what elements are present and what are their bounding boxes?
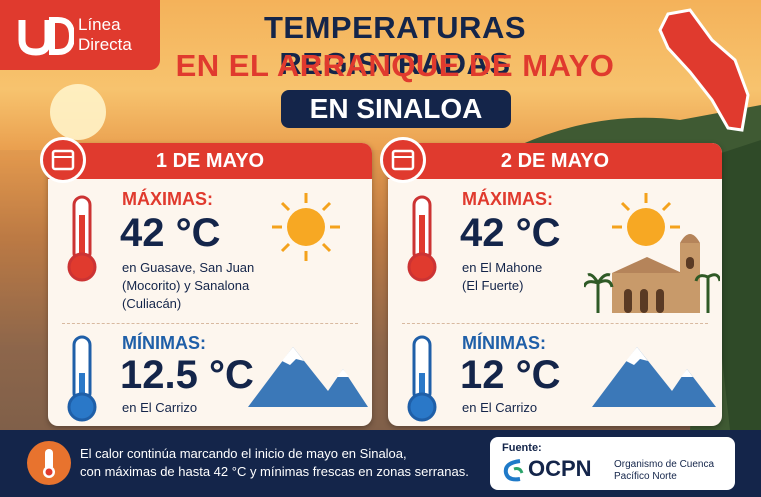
source-org-full: Pacífico Norte <box>614 471 677 482</box>
sun-icon <box>272 193 340 261</box>
max-place: en El Mahone <box>462 260 543 275</box>
min-label: MÍNIMAS: <box>462 333 546 353</box>
logo-mark <box>18 17 74 56</box>
min-place: en El Carrizo <box>122 400 198 415</box>
max-place: (Mocorito) y Sanalona <box>122 278 250 293</box>
calendar-icon <box>380 137 426 183</box>
min-value: 12 °C <box>460 353 561 397</box>
mountains-icon <box>592 347 716 407</box>
church-icon <box>584 234 720 313</box>
source-box: Fuente: OCPN Organismo de Cuenca Pacífic… <box>490 437 735 490</box>
logo-text: Directa <box>78 35 132 54</box>
source-org: OCPN <box>528 456 592 481</box>
max-place: en Guasave, San Juan <box>122 260 255 275</box>
min-value: 12.5 °C <box>120 353 254 397</box>
subtitle: EN SINALOA <box>281 90 511 128</box>
thermometer-hot <box>67 195 97 282</box>
max-place: (El Fuerte) <box>462 278 524 293</box>
thermometer-cold <box>67 335 97 422</box>
footer-note: con máximas de hasta 42 °C y mínimas fre… <box>80 464 469 479</box>
date: 1 DE MAYO <box>48 143 372 179</box>
day-card: 1 DE MAYO MÁXIMAS: 42 °C en Guasave, San… <box>40 137 372 426</box>
source-org-full: Organismo de Cuenca <box>614 459 715 470</box>
max-label: MÁXIMAS: <box>462 189 553 209</box>
title: TEMPERATURAS REGISTRADAS <box>263 10 527 81</box>
heat-icon <box>27 441 71 485</box>
ocpn-icon <box>503 459 524 482</box>
logo-text: Línea <box>78 15 121 34</box>
max-label: MÁXIMAS: <box>122 189 213 209</box>
max-value: 42 °C <box>460 211 561 255</box>
thermometer-cold <box>407 335 437 422</box>
sun-icon <box>612 193 680 246</box>
min-place: en El Carrizo <box>462 400 538 415</box>
min-label: MÍNIMAS: <box>122 333 206 353</box>
max-value: 42 °C <box>120 211 221 255</box>
footer-note: El calor continúa marcando el inicio de … <box>80 446 407 461</box>
date: 2 DE MAYO <box>388 143 722 179</box>
title: EN EL ARRANQUE DE MAYO <box>175 48 615 83</box>
logo: Línea Directa <box>0 0 160 70</box>
calendar-icon <box>40 137 86 183</box>
mountains-icon <box>248 347 368 407</box>
day-card: 2 DE MAYO MÁXIMAS: 42 °C en El Mahone (E… <box>380 137 722 426</box>
source-label: Fuente: <box>502 442 542 454</box>
thermometer-hot <box>407 195 437 282</box>
max-place: (Culiacán) <box>122 296 182 311</box>
